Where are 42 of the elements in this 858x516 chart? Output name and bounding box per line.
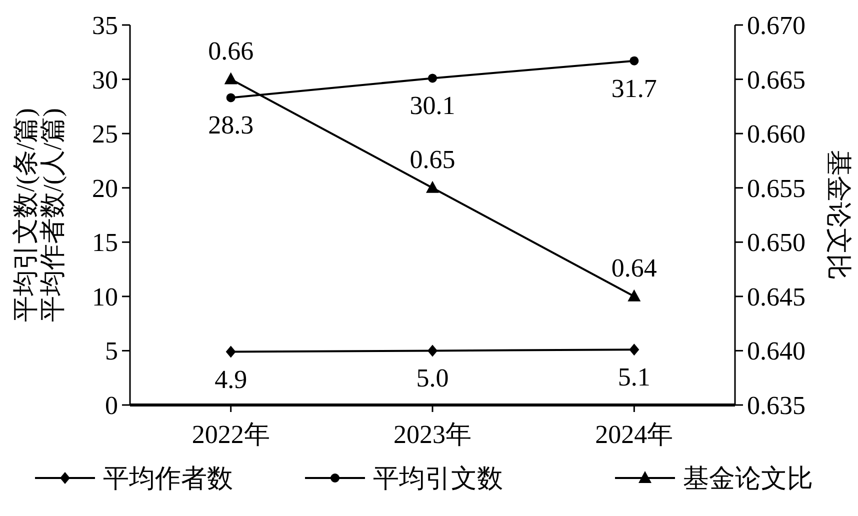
data-label: 4.9 <box>214 364 248 394</box>
point <box>428 74 437 83</box>
y2-tick-label: 0.640 <box>747 336 806 366</box>
y-tick-label: 30 <box>92 65 118 94</box>
y2-tick-label: 0.645 <box>747 282 806 312</box>
legend-label: 平均作者数 <box>103 464 233 493</box>
y-tick-label: 35 <box>92 11 118 40</box>
y-tick-label: 20 <box>92 174 118 203</box>
point <box>628 289 641 302</box>
point <box>224 72 238 84</box>
x-tick-label: 2024年 <box>595 420 674 449</box>
point <box>629 344 640 356</box>
y2-tick-label: 0.670 <box>747 11 806 40</box>
y2-tick-label: 0.660 <box>747 120 806 149</box>
legend-label: 基金论文比 <box>683 464 813 493</box>
x-tick-label: 2022年 <box>192 420 270 449</box>
y-tick-label: 10 <box>92 282 118 312</box>
y-axis-title: 平均引文数/(条/篇) 平均作者数/(人/篇) <box>10 108 67 322</box>
y-tick-label: 5 <box>105 336 118 366</box>
data-label: 30.1 <box>410 91 456 120</box>
y2-tick-label: 0.665 <box>747 65 806 94</box>
data-label: 0.64 <box>611 253 657 282</box>
data-label: 0.66 <box>208 36 254 66</box>
data-label: 5.1 <box>618 362 650 392</box>
x-tick-label: 2023年 <box>394 420 472 449</box>
y-tick-label: 15 <box>92 228 118 258</box>
point <box>630 56 639 66</box>
point <box>226 93 236 102</box>
point <box>226 346 236 358</box>
data-label: 0.65 <box>410 144 456 174</box>
y2-tick-label: 0.650 <box>747 228 806 258</box>
y2-tick-label: 0.655 <box>747 174 806 203</box>
data-label: 5.0 <box>416 364 449 393</box>
y2-tick-label: 0.635 <box>747 391 806 420</box>
point <box>428 344 438 357</box>
data-label: 28.3 <box>208 110 254 140</box>
y-tick-label: 0 <box>105 391 118 420</box>
data-label: 31.7 <box>611 74 657 103</box>
point <box>426 180 439 193</box>
legend-label: 平均引文数 <box>373 464 503 493</box>
y2-axis-title: 基金论文比 <box>824 150 854 280</box>
y-tick-label: 25 <box>92 120 118 149</box>
